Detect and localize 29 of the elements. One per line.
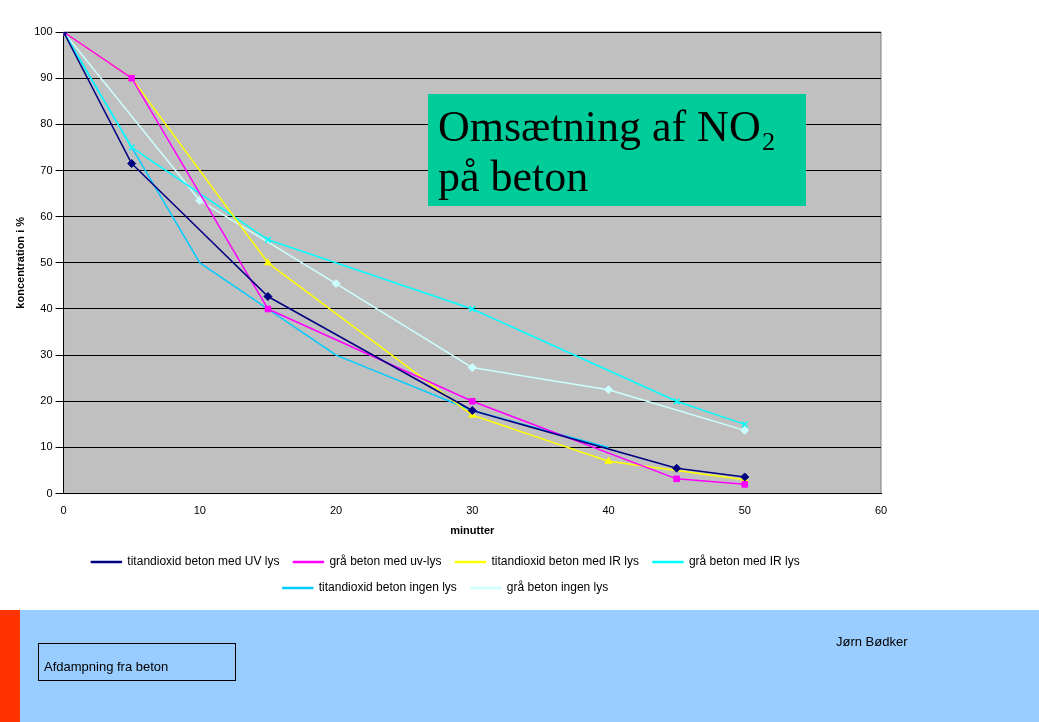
y-tick-label: 90: [40, 71, 53, 84]
x-tick-label: 30: [466, 504, 479, 517]
text: Omsætning af NO₂ på beton: [428, 94, 806, 206]
y-tick-label: 80: [40, 117, 53, 130]
y-tick-label: 30: [40, 348, 53, 361]
legend-label: grå beton med IR lys: [688, 554, 800, 569]
y-tick-label: 10: [40, 440, 53, 453]
legend-label: grå beton med uv-lys: [329, 554, 442, 569]
y-tick-label: 0: [46, 486, 53, 499]
text: Jørn Bødker: [836, 634, 908, 649]
legend-label: titandioxid beton med IR lys: [491, 554, 639, 569]
y-tick-label: 40: [40, 301, 53, 314]
y-tick-label: 100: [34, 25, 53, 38]
x-tick-label: 20: [329, 504, 343, 517]
text: Afdampning fra beton: [38, 643, 236, 681]
x-tick-label: 60: [874, 504, 888, 517]
y-tick-label: 50: [40, 255, 53, 268]
y-tick-label: 60: [40, 209, 53, 222]
x-tick-label: 10: [193, 504, 206, 517]
x-tick-label: 40: [602, 504, 615, 517]
y-tick-label: 20: [40, 394, 53, 407]
legend-label: grå beton ingen lys: [506, 580, 609, 595]
y-tick-label: 70: [40, 163, 53, 176]
y-axis-title: koncentration i %: [13, 216, 26, 309]
x-tick-label: 0: [60, 504, 67, 517]
x-tick-label: 50: [738, 504, 751, 517]
legend-label: titandioxid beton ingen lys: [318, 580, 457, 595]
legend-label: titandioxid beton med UV lys: [127, 554, 280, 569]
x-axis-title: minutter: [450, 524, 495, 537]
